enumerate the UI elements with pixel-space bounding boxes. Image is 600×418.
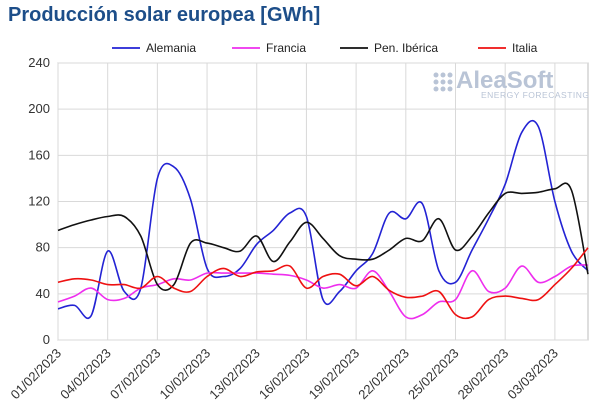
- logo-mark-icon: [433, 72, 453, 92]
- series-line-pen-ib-rica: [57, 182, 589, 292]
- legend: Alemania Francia Pen. Ibérica Italia: [112, 41, 538, 55]
- x-tick-label: 07/02/2023: [107, 346, 164, 403]
- legend-label: Italia: [512, 41, 538, 55]
- y-tick-label: 40: [36, 286, 50, 301]
- x-tick-label: 04/02/2023: [57, 346, 114, 403]
- legend-label: Pen. Ibérica: [374, 41, 438, 55]
- logo-brand: AleaSoft: [456, 67, 553, 94]
- x-axis-ticks: 01/02/202304/02/202307/02/202310/02/2023…: [7, 346, 560, 403]
- y-tick-label: 240: [28, 55, 50, 70]
- x-tick-label: 28/02/2023: [455, 346, 512, 403]
- x-tick-label: 13/02/2023: [206, 346, 263, 403]
- x-tick-label: 19/02/2023: [306, 346, 363, 403]
- y-tick-label: 80: [36, 240, 50, 255]
- y-tick-label: 120: [28, 194, 50, 209]
- series-line-italia: [57, 247, 589, 320]
- logo-tagline: ENERGY FORECASTING: [481, 90, 590, 100]
- x-tick-label: 01/02/2023: [7, 346, 64, 403]
- legend-label: Alemania: [146, 41, 196, 55]
- aleasoft-logo: AleaSoft ENERGY FORECASTING: [433, 67, 590, 100]
- x-tick-label: 10/02/2023: [157, 346, 214, 403]
- x-tick-label: 16/02/2023: [256, 346, 313, 403]
- y-tick-label: 0: [43, 332, 50, 347]
- chart-title: Producción solar europea [GWh]: [8, 4, 321, 26]
- y-tick-label: 200: [28, 101, 50, 116]
- legend-label: Francia: [266, 41, 306, 55]
- x-tick-label: 22/02/2023: [355, 346, 412, 403]
- x-tick-label: 25/02/2023: [405, 346, 462, 403]
- grid: [57, 62, 589, 341]
- y-tick-label: 160: [28, 147, 50, 162]
- y-axis-ticks: 0 40 80 120 160 200 240: [28, 55, 50, 347]
- x-tick-label: 03/03/2023: [504, 346, 561, 403]
- series-lines: [57, 119, 589, 320]
- series-line-francia: [57, 264, 589, 320]
